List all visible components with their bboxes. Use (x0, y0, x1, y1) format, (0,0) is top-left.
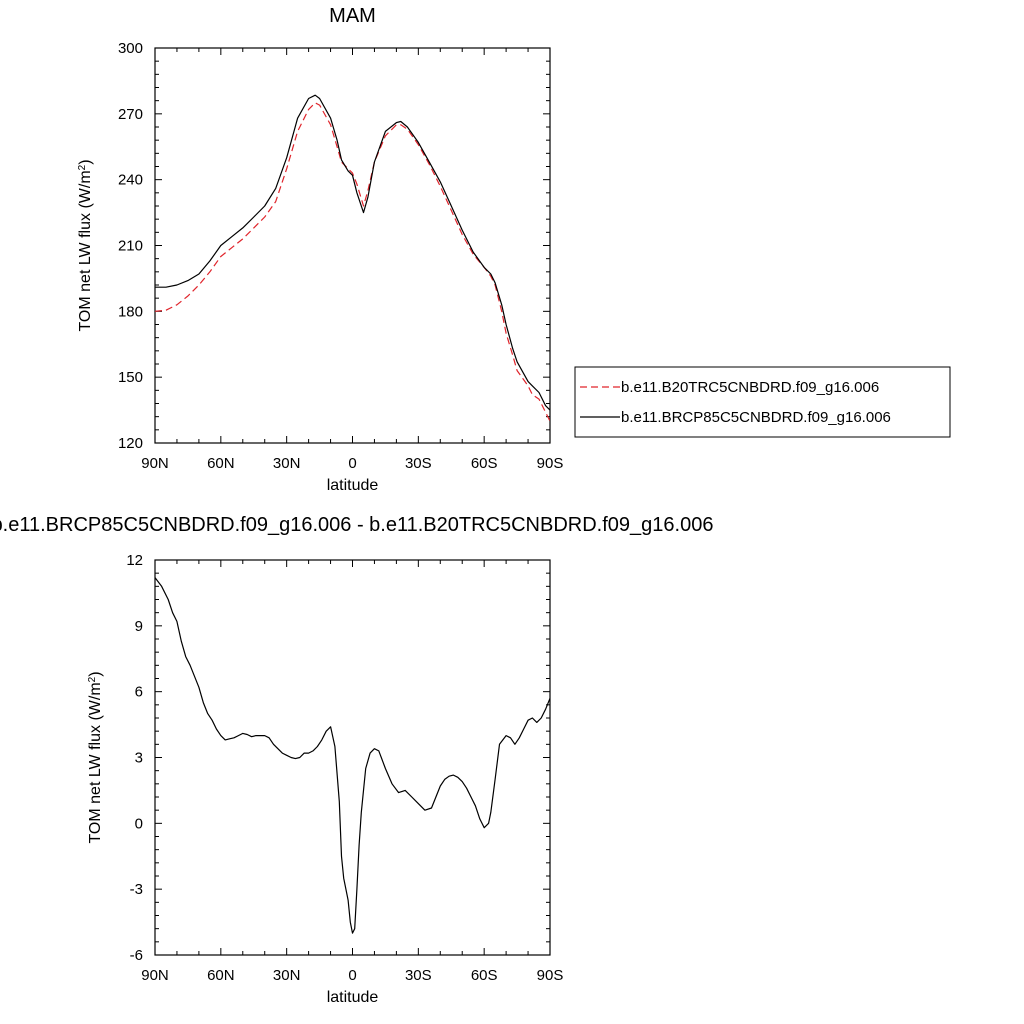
x-tick-label: 0 (348, 455, 356, 472)
plot-frame (154, 47, 551, 444)
y-axis-title-main: TOM net LW flux (W/m (87, 682, 104, 843)
y-tick-label: -3 (130, 881, 143, 898)
x-tick-label: 90S (537, 455, 564, 472)
y-tick-label: 12 (126, 552, 143, 569)
chart-title: b.e11.BRCP85C5CNBDRD.f09_g16.006 - b.e11… (0, 514, 713, 536)
y-axis-title-main: TOM net LW flux (W/m (77, 170, 94, 331)
y-tick-label: 6 (135, 684, 143, 701)
y-tick-label: 300 (118, 40, 143, 57)
y-axis-title-sup: 2 (87, 676, 98, 682)
legend-box (574, 366, 951, 438)
series-line-0 (155, 577, 550, 934)
x-tick-label: 30S (405, 967, 432, 984)
y-tick-label: 3 (135, 750, 143, 767)
series-line-0 (155, 102, 550, 422)
y-tick-label: 0 (135, 815, 143, 832)
y-tick-label: 270 (118, 106, 143, 123)
chart-title: MAM (329, 5, 376, 27)
x-tick-label: 90N (141, 967, 169, 984)
y-tick-label: 240 (118, 172, 143, 189)
y-tick-label: 180 (118, 303, 143, 320)
y-axis-title-sup: 2 (77, 164, 88, 170)
x-tick-label: 30N (273, 455, 301, 472)
y-axis-title: TOM net LW flux (W/m2) (77, 159, 95, 331)
y-axis-title-tail: ) (77, 159, 94, 164)
plot-frame (154, 559, 551, 956)
y-tick-label: 120 (118, 435, 143, 452)
legend-label-0: b.e11.B20TRC5CNBDRD.f09_g16.006 (621, 379, 879, 396)
x-tick-label: 90S (537, 967, 564, 984)
legend-label-1: b.e11.BRCP85C5CNBDRD.f09_g16.006 (621, 409, 891, 426)
x-tick-label: 30N (273, 967, 301, 984)
x-tick-label: 60N (207, 455, 235, 472)
x-axis-title: latitude (327, 989, 379, 1006)
legend: b.e11.B20TRC5CNBDRD.f09_g16.006 b.e11.BRC… (574, 366, 951, 438)
y-tick-label: 9 (135, 618, 143, 635)
chart-bottom: b.e11.BRCP85C5CNBDRD.f09_g16.006 - b.e11… (0, 514, 713, 1006)
x-tick-label: 0 (348, 967, 356, 984)
series-line-1 (155, 94, 550, 411)
x-axis-title: latitude (327, 477, 379, 494)
x-tick-label: 90N (141, 455, 169, 472)
x-tick-label: 30S (405, 455, 432, 472)
chart-top: MAM 90N 60N 30N 0 30S 60S 90S 120 150 180 210 240 270… (77, 5, 951, 494)
y-tick-label: -6 (130, 947, 143, 964)
y-axis-title-tail: ) (87, 671, 104, 676)
x-tick-label: 60S (471, 967, 498, 984)
x-tick-label: 60N (207, 967, 235, 984)
x-tick-label: 60S (471, 455, 498, 472)
y-tick-label: 150 (118, 369, 143, 386)
y-axis-title: TOM net LW flux (W/m2) (87, 671, 105, 843)
y-tick-label: 210 (118, 238, 143, 255)
